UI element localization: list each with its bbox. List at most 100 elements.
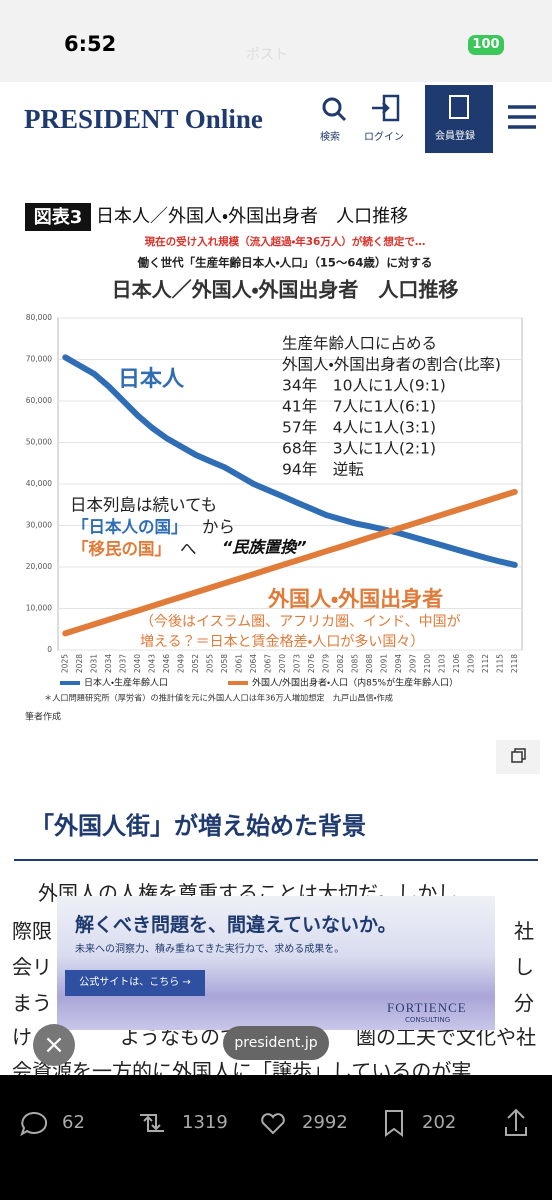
battery: 100 (468, 35, 504, 55)
annotation: 生産年齢人口に占める (282, 335, 437, 353)
annotation: 「移民の国」 (72, 539, 171, 559)
chart-heading: 日本人／外国人・外国出身者 人口推移 (112, 278, 459, 302)
x-tick-label: 2037 (118, 654, 127, 673)
like-count[interactable]: 2992 (302, 1112, 348, 1133)
body-text: け (12, 1025, 32, 1049)
logo[interactable]: PRESIDENT Online (24, 104, 263, 134)
y-tick-label: 50,000 (26, 438, 52, 447)
x-tick-label: 2052 (191, 654, 200, 673)
annotation: 34年 10人に1人(9:1) (282, 377, 446, 395)
series-line (62, 354, 518, 568)
x-tick-label: 2106 (452, 654, 461, 673)
x-tick-label: 2028 (75, 654, 84, 673)
ad-banner[interactable]: 解くべき問題を、間違えていないか。 未来への洞察力、積み重ねてきた実行力で、求め… (57, 896, 495, 1030)
heading-rule (14, 859, 538, 861)
time: 6:52 (64, 32, 117, 56)
body-text: まう (12, 991, 52, 1015)
article-heading: 「外国人街」が増え始めた背景 (30, 812, 366, 840)
x-tick-label: 2043 (147, 654, 156, 673)
ad-headline: 解くべき問題を、間違えていないか。 (75, 914, 397, 936)
x-tick-label: 2070 (278, 654, 287, 673)
action-bar (0, 1075, 552, 1200)
nav-login[interactable]: ログイン (364, 132, 404, 143)
url-pill: president.jp (223, 1026, 329, 1060)
legend-label: 日本人・生産年齢人口 (84, 677, 168, 689)
annotation: へ (180, 540, 197, 559)
annotation: “民族置換” (222, 538, 307, 557)
nav-register: 会員登録 (435, 131, 475, 142)
x-tick-label: 2064 (249, 654, 258, 673)
body-text: 社 (514, 919, 534, 943)
ad-brand: FORTIENCE (387, 1000, 467, 1015)
chart: 図表3 日本人／外国人・外国出身者 人口推移 現在の受け入れ規模（流入超過・年3… (25, 203, 523, 723)
footnote: ＊人口問題研究所（厚労省）の推計値を元に外国人人口は年36万人増加想定 九戸山昌… (44, 693, 393, 703)
figure-label: 図表3 (34, 206, 83, 228)
y-tick-label: 20,000 (26, 562, 52, 571)
body-text: 会リ (12, 955, 52, 979)
annotation: 日本列島は続いても (70, 496, 217, 515)
annotation: から (202, 518, 235, 537)
x-tick-label: 2118 (510, 654, 519, 673)
action-icons (20, 1108, 527, 1137)
y-tick-label: 0 (47, 645, 52, 654)
annotation: 増える？＝日本と賃金格差・人口が多い国々） (140, 634, 424, 650)
x-tick-label: 2103 (437, 654, 446, 673)
ad-tagline: 未来への洞察力、積み重ねてきた実行力で、求める成果を。 (75, 944, 345, 955)
annotation: 外国人・外国出身者 (267, 587, 443, 611)
body-text: し (514, 955, 534, 979)
x-tick-label: 2031 (89, 654, 98, 673)
x-tick-label: 2058 (220, 654, 229, 673)
reply-count[interactable]: 62 (62, 1112, 85, 1133)
x-tick-label: 2112 (481, 654, 490, 673)
x-tick-label: 2046 (162, 654, 171, 673)
annotation: （今後はイスラム圏、アフリカ圏、インド、中国が (140, 614, 461, 630)
repost-count[interactable]: 1319 (182, 1112, 228, 1133)
x-tick-label: 2094 (394, 654, 403, 673)
subtitle: 現在の受け入れ規模（流入超過・年36万人）が続く想定で… (145, 235, 426, 248)
x-tick-label: 2088 (365, 654, 374, 673)
x-tick-label: 2034 (104, 654, 113, 673)
page-label: ポスト (246, 47, 288, 63)
x-tick-label: 2061 (234, 654, 243, 673)
annotation: 57年 4人に1人(3:1) (282, 419, 436, 437)
nav-search[interactable]: 検索 (320, 132, 340, 143)
body-text: 分 (514, 991, 534, 1015)
x-tick-label: 2115 (495, 654, 504, 673)
legend-label: 外国人/外国出身者・人口（内85%が生産年齢人口） (252, 677, 458, 689)
x-tick-label: 2049 (176, 654, 185, 673)
y-tick-label: 30,000 (26, 521, 52, 530)
annotation: 日本人 (118, 367, 185, 392)
body-text: 際限 (12, 919, 52, 943)
site-header: PRESIDENT Online 検索 ログイン 会員登録 (0, 82, 552, 162)
annotation: 94年 逆転 (282, 461, 364, 479)
x-tick-label: 2082 (336, 654, 345, 673)
x-tick-label: 2025 (60, 654, 69, 673)
ad-brand-sub: CONSULTING (405, 1016, 451, 1024)
figure-label-bg (25, 203, 91, 231)
close-button[interactable]: × (33, 1024, 75, 1066)
x-tick-label: 2055 (205, 654, 214, 673)
annotation: 41年 7人に1人(6:1) (282, 398, 436, 416)
x-tick-label: 2097 (408, 654, 417, 673)
status-bar: 6:52 ポスト 100 (0, 0, 552, 82)
chart-title: 日本人／外国人・外国出身者 人口推移 (96, 206, 408, 227)
subtitle2: 働く世代「生産年齢日本人・人口」（15〜64歳）に対する (137, 256, 433, 270)
y-tick-label: 40,000 (26, 479, 52, 488)
annotation: 外国人・外国出身者の割合(比率) (282, 356, 501, 374)
bookmark-count[interactable]: 202 (422, 1112, 457, 1133)
x-tick-label: 2040 (133, 654, 142, 673)
x-tick-label: 2085 (350, 654, 359, 673)
y-tick-label: 10,000 (26, 604, 52, 613)
x-tick-label: 2079 (321, 654, 330, 673)
annotation: 68年 3人に1人(2:1) (282, 440, 436, 458)
copy-button[interactable] (496, 740, 540, 774)
series-line (62, 488, 518, 637)
header-icons (322, 94, 536, 129)
x-tick-label: 2100 (423, 654, 432, 673)
annotation: 「日本人の国」 (72, 517, 188, 537)
x-tick-label: 2091 (379, 654, 388, 673)
y-tick-label: 80,000 (26, 313, 52, 322)
y-tick-label: 60,000 (26, 396, 52, 405)
x-tick-label: 2109 (466, 654, 475, 673)
ad-cta[interactable]: 公式サイトは、こちら → (65, 970, 205, 996)
